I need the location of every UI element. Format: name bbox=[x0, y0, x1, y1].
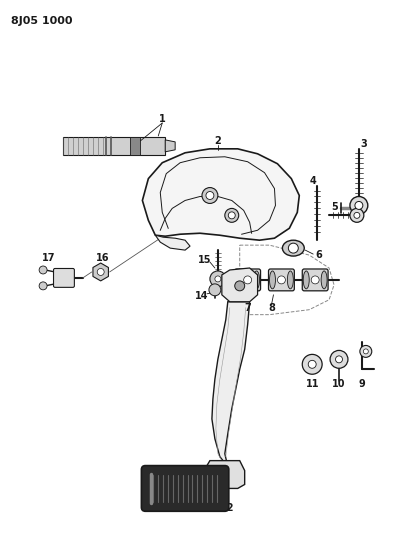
Circle shape bbox=[350, 197, 368, 214]
Circle shape bbox=[235, 281, 245, 291]
Ellipse shape bbox=[270, 271, 276, 289]
Circle shape bbox=[311, 276, 319, 284]
FancyBboxPatch shape bbox=[141, 466, 229, 511]
Polygon shape bbox=[155, 235, 190, 250]
Text: 10: 10 bbox=[332, 379, 346, 389]
Circle shape bbox=[360, 345, 372, 357]
Circle shape bbox=[39, 282, 47, 290]
Circle shape bbox=[354, 212, 360, 219]
Text: 8: 8 bbox=[268, 303, 275, 313]
Text: 17: 17 bbox=[42, 253, 56, 263]
Polygon shape bbox=[93, 263, 108, 281]
Text: 3: 3 bbox=[360, 139, 367, 149]
Polygon shape bbox=[222, 268, 258, 302]
Circle shape bbox=[288, 243, 298, 253]
Circle shape bbox=[228, 212, 235, 219]
Circle shape bbox=[244, 276, 252, 284]
Text: 11: 11 bbox=[305, 379, 319, 389]
Text: 8J05 1000: 8J05 1000 bbox=[12, 16, 73, 26]
Circle shape bbox=[215, 276, 221, 282]
Ellipse shape bbox=[303, 271, 309, 289]
FancyBboxPatch shape bbox=[54, 269, 74, 287]
Circle shape bbox=[355, 201, 363, 209]
FancyBboxPatch shape bbox=[235, 269, 260, 291]
FancyBboxPatch shape bbox=[268, 269, 294, 291]
Circle shape bbox=[225, 208, 239, 222]
Circle shape bbox=[330, 350, 348, 368]
Circle shape bbox=[97, 269, 104, 276]
Ellipse shape bbox=[236, 271, 242, 289]
Polygon shape bbox=[212, 302, 250, 466]
Circle shape bbox=[335, 356, 343, 363]
Text: 4: 4 bbox=[310, 175, 316, 185]
Ellipse shape bbox=[287, 271, 293, 289]
Circle shape bbox=[302, 354, 322, 374]
Text: 1: 1 bbox=[159, 114, 166, 124]
Circle shape bbox=[308, 360, 316, 368]
Text: 14: 14 bbox=[195, 291, 209, 301]
Circle shape bbox=[39, 266, 47, 274]
Polygon shape bbox=[63, 137, 165, 155]
Circle shape bbox=[278, 276, 285, 284]
Text: 15: 15 bbox=[198, 255, 212, 265]
Text: 7: 7 bbox=[244, 303, 251, 313]
Ellipse shape bbox=[321, 271, 327, 289]
Text: 6: 6 bbox=[316, 250, 322, 260]
Polygon shape bbox=[204, 461, 245, 488]
Circle shape bbox=[210, 271, 226, 287]
Circle shape bbox=[206, 191, 214, 199]
FancyBboxPatch shape bbox=[302, 269, 328, 291]
Polygon shape bbox=[143, 149, 299, 240]
Ellipse shape bbox=[282, 240, 304, 256]
Text: 16: 16 bbox=[96, 253, 110, 263]
Polygon shape bbox=[165, 140, 175, 152]
Circle shape bbox=[363, 349, 368, 354]
Circle shape bbox=[209, 284, 221, 296]
Polygon shape bbox=[131, 137, 141, 155]
Text: 5: 5 bbox=[331, 203, 338, 213]
Ellipse shape bbox=[254, 271, 260, 289]
Text: 12: 12 bbox=[221, 503, 235, 513]
Text: 9: 9 bbox=[358, 379, 365, 389]
Text: 2: 2 bbox=[214, 136, 221, 146]
Circle shape bbox=[202, 188, 218, 204]
Circle shape bbox=[350, 208, 364, 222]
Text: 13: 13 bbox=[166, 503, 180, 513]
